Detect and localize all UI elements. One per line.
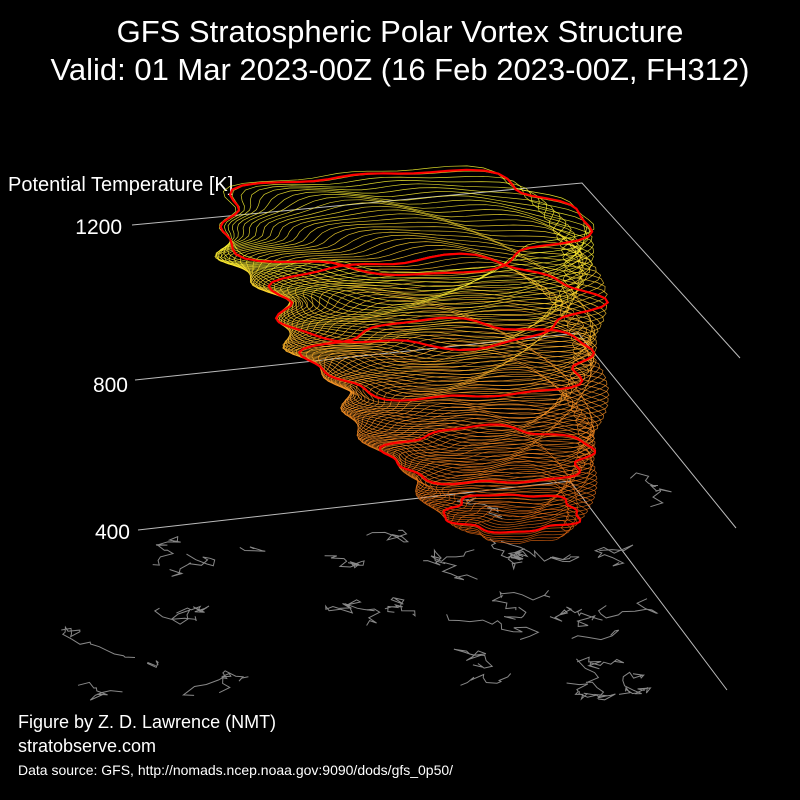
isentropic-contour bbox=[338, 355, 610, 434]
coastline-segment bbox=[456, 497, 503, 520]
coastline-segment bbox=[597, 598, 659, 619]
coastline-segment bbox=[430, 549, 475, 562]
isentropic-contour bbox=[287, 306, 593, 395]
isentropic-contour bbox=[357, 399, 595, 468]
coastline-segment bbox=[384, 604, 403, 613]
isentropic-contour bbox=[454, 505, 574, 540]
isentropic-contour bbox=[408, 450, 597, 505]
isentropic-contour bbox=[359, 403, 594, 471]
isentropic-contour bbox=[437, 489, 585, 531]
coastline-segment bbox=[366, 529, 410, 543]
coastline-segment bbox=[324, 555, 365, 569]
isentropic-contour bbox=[341, 360, 609, 438]
isentropic-contour bbox=[349, 378, 602, 449]
isentropic-contour bbox=[419, 466, 596, 518]
coastline-segment bbox=[489, 538, 529, 560]
coastline-segment bbox=[61, 625, 136, 658]
z-tick-label: 800 bbox=[92, 374, 128, 397]
coastline-segment bbox=[593, 544, 634, 567]
isentropic-contour bbox=[215, 199, 594, 306]
coastline-segment bbox=[629, 472, 672, 508]
coastline-map bbox=[61, 472, 672, 701]
coastline-segment bbox=[176, 605, 210, 614]
coastline-segment bbox=[152, 535, 181, 566]
isentropic-contour bbox=[215, 193, 594, 299]
coastline-segment bbox=[423, 548, 478, 581]
coastline-segment bbox=[446, 614, 540, 640]
coastline-segment bbox=[566, 682, 597, 701]
isentropic-contour bbox=[428, 480, 591, 526]
coastline-segment bbox=[576, 658, 616, 701]
chart-subtitle: Valid: 01 Mar 2023-00Z (16 Feb 2023-00Z,… bbox=[50, 52, 750, 87]
coastline-segment bbox=[576, 656, 625, 670]
isentropic-contour bbox=[341, 364, 609, 441]
z-tick-label: 400 bbox=[94, 521, 130, 544]
isentropic-contour bbox=[214, 196, 595, 303]
z-axis-label: Potential Temperature [K] bbox=[8, 174, 234, 196]
coastline-segment bbox=[571, 629, 620, 641]
isentropic-contour bbox=[215, 191, 595, 296]
z-gridline-400 bbox=[137, 480, 728, 691]
isentropic-contour bbox=[217, 187, 593, 292]
coastline-segment bbox=[618, 686, 635, 695]
vortex-isosurface bbox=[214, 166, 610, 545]
coastline-segment bbox=[576, 614, 596, 627]
highlight-level-contour bbox=[219, 168, 594, 277]
coastline-segment bbox=[153, 607, 197, 625]
isentropic-contour bbox=[282, 296, 598, 386]
z-gridline-1200 bbox=[131, 182, 741, 359]
coastline-segment bbox=[491, 589, 551, 611]
isentropic-contour bbox=[223, 175, 588, 279]
coastline-segment bbox=[503, 606, 527, 620]
highlight-level-contour bbox=[442, 493, 582, 534]
isentropic-contour bbox=[432, 484, 589, 528]
isentropic-contour bbox=[217, 202, 591, 308]
website-link[interactable]: stratobserve.com bbox=[18, 736, 157, 756]
coastline-segment bbox=[169, 553, 216, 577]
coastline-segment bbox=[325, 599, 375, 614]
isentropic-contour bbox=[357, 390, 594, 457]
isentropic-contour bbox=[283, 276, 599, 365]
isentropic-contour bbox=[283, 300, 597, 389]
coastline-segment bbox=[622, 671, 652, 695]
figure-credit: Figure by Z. D. Lawrence (NMT) bbox=[18, 712, 277, 732]
coastline-segment bbox=[181, 676, 231, 696]
coastline-segment bbox=[453, 648, 494, 669]
coastline-segment bbox=[221, 670, 249, 682]
coastline-segment bbox=[366, 608, 381, 626]
isentropic-contour bbox=[357, 387, 596, 454]
isentropic-contour bbox=[287, 281, 595, 368]
data-source: Data source: GFS, http://nomads.ncep.noa… bbox=[18, 762, 454, 778]
isentropic-contour bbox=[343, 369, 607, 444]
isentropic-contour bbox=[417, 462, 598, 515]
highlight-level-contour bbox=[297, 316, 596, 402]
coastline-segment bbox=[146, 660, 159, 668]
coastline-segment bbox=[507, 553, 524, 571]
coastline-segment bbox=[549, 606, 603, 622]
z-tick-label: 1200 bbox=[75, 216, 122, 239]
coastline-segment bbox=[460, 673, 512, 686]
coastline-segment bbox=[390, 597, 416, 617]
coastline-segment bbox=[239, 546, 266, 552]
isentropic-contour bbox=[465, 514, 567, 545]
highlight-level-contour bbox=[378, 423, 597, 486]
isentropic-contour bbox=[346, 373, 605, 447]
coastline-segment bbox=[77, 681, 123, 701]
chart-title: GFS Stratospheric Polar Vortex Structure bbox=[116, 14, 684, 49]
z-gridline-800 bbox=[134, 332, 737, 529]
coastline-segment bbox=[500, 540, 580, 563]
axes-box bbox=[131, 182, 741, 691]
